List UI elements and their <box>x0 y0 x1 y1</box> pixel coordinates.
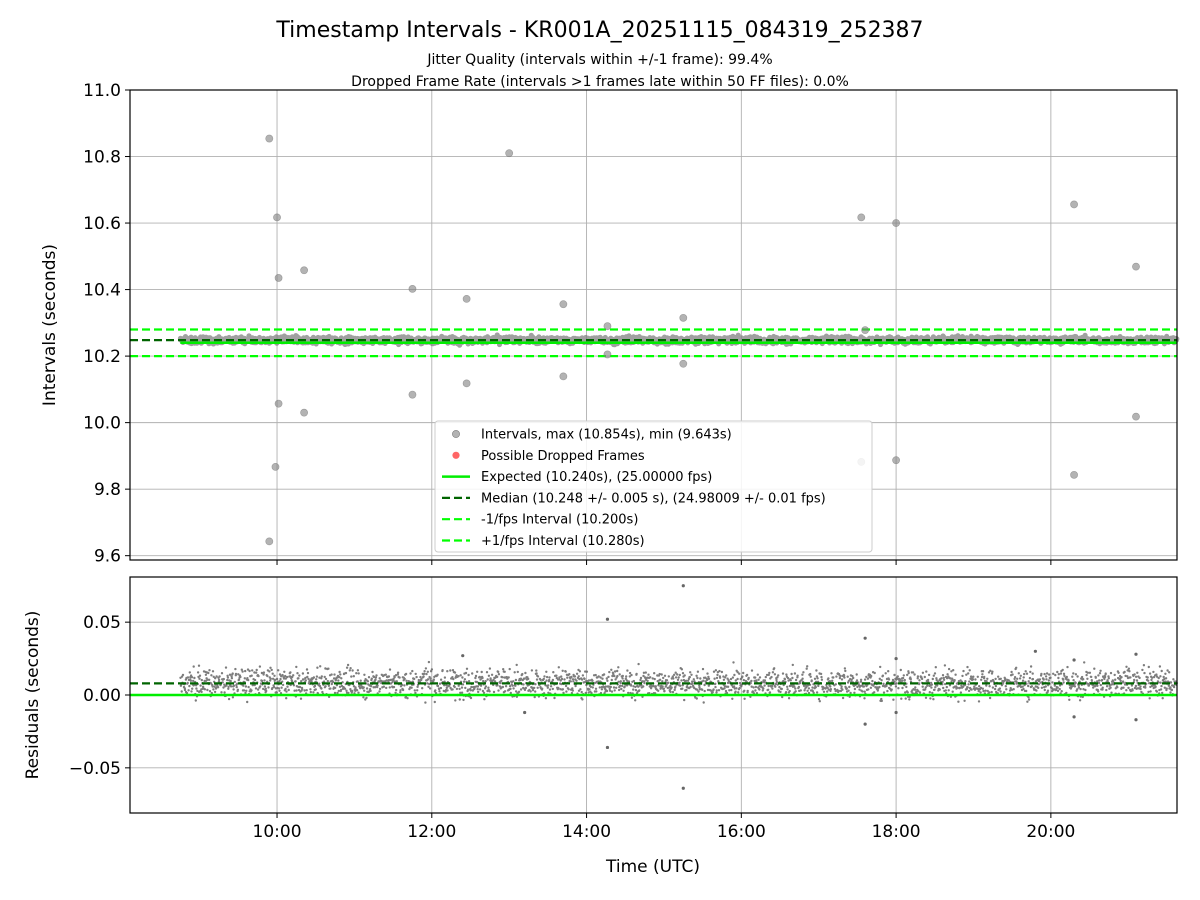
interval-point <box>861 326 870 335</box>
interval-point <box>892 219 900 227</box>
interval-point <box>892 456 900 465</box>
interval-point <box>505 149 514 158</box>
intervals-axes-frame <box>129 89 1178 561</box>
residuals-y-ticks: −0.05 0.00 0.05 <box>69 613 130 779</box>
intervals-outlier-points <box>265 134 1140 546</box>
interval-point <box>603 350 612 359</box>
intervals-y-label: Intervals (seconds) <box>40 244 60 406</box>
legend-entry: Expected (10.240s), (25.00000 fps) <box>442 470 712 485</box>
residuals-sample-cloud <box>179 660 1179 704</box>
chart-subtitle-dropped: Dropped Frame Rate (intervals >1 frames … <box>351 74 849 90</box>
residual-point <box>1072 715 1076 719</box>
intervals-y-tick-label: 10.6 <box>83 214 121 234</box>
x-axis-label: Time (UTC) <box>605 857 700 877</box>
interval-point <box>1070 470 1078 479</box>
interval-point <box>1070 200 1078 209</box>
residual-point <box>605 745 610 750</box>
intervals-reference-lines <box>130 328 1177 358</box>
interval-point <box>679 359 688 368</box>
x-tick-label: 10:00 <box>253 822 302 842</box>
residuals-y-label: Residuals (seconds) <box>23 611 43 780</box>
intervals-y-tick-label: 10.2 <box>83 347 121 367</box>
intervals-panel: 9.6 9.8 10.0 10.2 10.4 10.6 10.8 11.0 Intervals… <box>40 81 1180 567</box>
interval-point <box>603 322 612 331</box>
residual-point <box>1033 649 1037 653</box>
intervals-y-tick-label: 9.8 <box>94 480 121 500</box>
residuals-dense-band <box>179 660 1179 704</box>
residual-point <box>863 722 867 726</box>
residual-point <box>461 654 465 658</box>
intervals-y-tick-label: 10.4 <box>83 281 121 301</box>
interval-point <box>1132 412 1140 421</box>
residuals-x-ticks: 10:00 12:00 14:00 16:00 18:00 20:00 <box>253 813 1075 842</box>
residuals-reference-lines <box>130 682 1177 697</box>
interval-point <box>462 294 471 303</box>
legend-label: Possible Dropped Frames <box>481 449 645 464</box>
chart-title: Timestamp Intervals - KR001A_20251115_08… <box>275 18 923 43</box>
residuals-panel: −0.05 0.00 0.05 10:00 12:00 14:00 16:00 18:00 2… <box>23 576 1179 842</box>
residual-point <box>523 710 527 715</box>
residual-point <box>681 786 685 790</box>
legend-label: Expected (10.240s), (25.00000 fps) <box>481 470 712 485</box>
x-tick-label: 12:00 <box>407 822 456 842</box>
interval-point <box>408 285 417 293</box>
legend-swatch-dropped <box>452 451 460 459</box>
interval-point <box>857 213 866 222</box>
legend-label: +1/fps Interval (10.280s) <box>481 534 645 549</box>
residual-point <box>1134 652 1138 656</box>
legend-label: Median (10.248 +/- 0.005 s), (24.98009 +… <box>481 491 826 506</box>
residuals-y-tick-label: 0.00 <box>83 686 121 706</box>
interval-point <box>274 399 283 408</box>
interval-point <box>559 372 568 381</box>
interval-point <box>273 213 281 222</box>
interval-point <box>462 379 471 388</box>
intervals-x-ticks <box>276 560 1052 565</box>
legend-swatch-intervals <box>452 430 460 438</box>
residual-point <box>863 636 867 640</box>
interval-point <box>271 462 280 471</box>
legend-entry: Median (10.248 +/- 0.005 s), (24.98009 +… <box>442 491 826 506</box>
intervals-y-ticks: 9.6 9.8 10.0 10.2 10.4 10.6 10.8 11.0 <box>83 81 130 567</box>
interval-point <box>300 408 309 417</box>
legend-entry: Possible Dropped Frames <box>452 449 645 464</box>
interval-point <box>408 390 417 399</box>
residuals-y-tick-label: 0.05 <box>83 613 121 633</box>
intervals-y-tick-label: 10.8 <box>83 148 121 168</box>
x-tick-label: 16:00 <box>717 822 766 842</box>
legend-box <box>434 420 873 553</box>
intervals-y-tick-label: 9.6 <box>94 547 121 567</box>
interval-point <box>274 274 283 282</box>
legend-label: Intervals, max (10.854s), min (9.643s) <box>481 428 732 443</box>
interval-point <box>1132 262 1140 271</box>
interval-point <box>679 313 688 322</box>
interval-point <box>300 266 309 275</box>
residual-point <box>605 617 610 621</box>
intervals-y-tick-label: 11.0 <box>83 81 121 101</box>
legend-entry: Intervals, max (10.854s), min (9.643s) <box>452 428 732 443</box>
interval-point <box>265 537 274 546</box>
residuals-outlier-points <box>461 584 1138 790</box>
interval-point <box>265 134 274 143</box>
interval-point <box>559 300 568 309</box>
legend-label: -1/fps Interval (10.200s) <box>481 513 638 528</box>
legend-entry: -1/fps Interval (10.200s) <box>442 513 638 528</box>
residual-point <box>681 584 685 588</box>
residual-point <box>1134 718 1138 722</box>
x-tick-label: 14:00 <box>562 822 611 842</box>
x-tick-label: 20:00 <box>1026 822 1075 842</box>
intervals-y-tick-label: 10.0 <box>83 414 121 434</box>
x-tick-label: 18:00 <box>872 822 921 842</box>
residual-point <box>1072 658 1076 662</box>
chart-subtitle-jitter: Jitter Quality (intervals within +/-1 fr… <box>426 52 772 68</box>
residuals-y-tick-label: −0.05 <box>69 759 121 779</box>
residual-point <box>894 710 898 715</box>
residual-point <box>894 656 898 661</box>
legend-entry: +1/fps Interval (10.280s) <box>442 534 645 549</box>
legend: Intervals, max (10.854s), min (9.643s) Po… <box>434 420 873 553</box>
